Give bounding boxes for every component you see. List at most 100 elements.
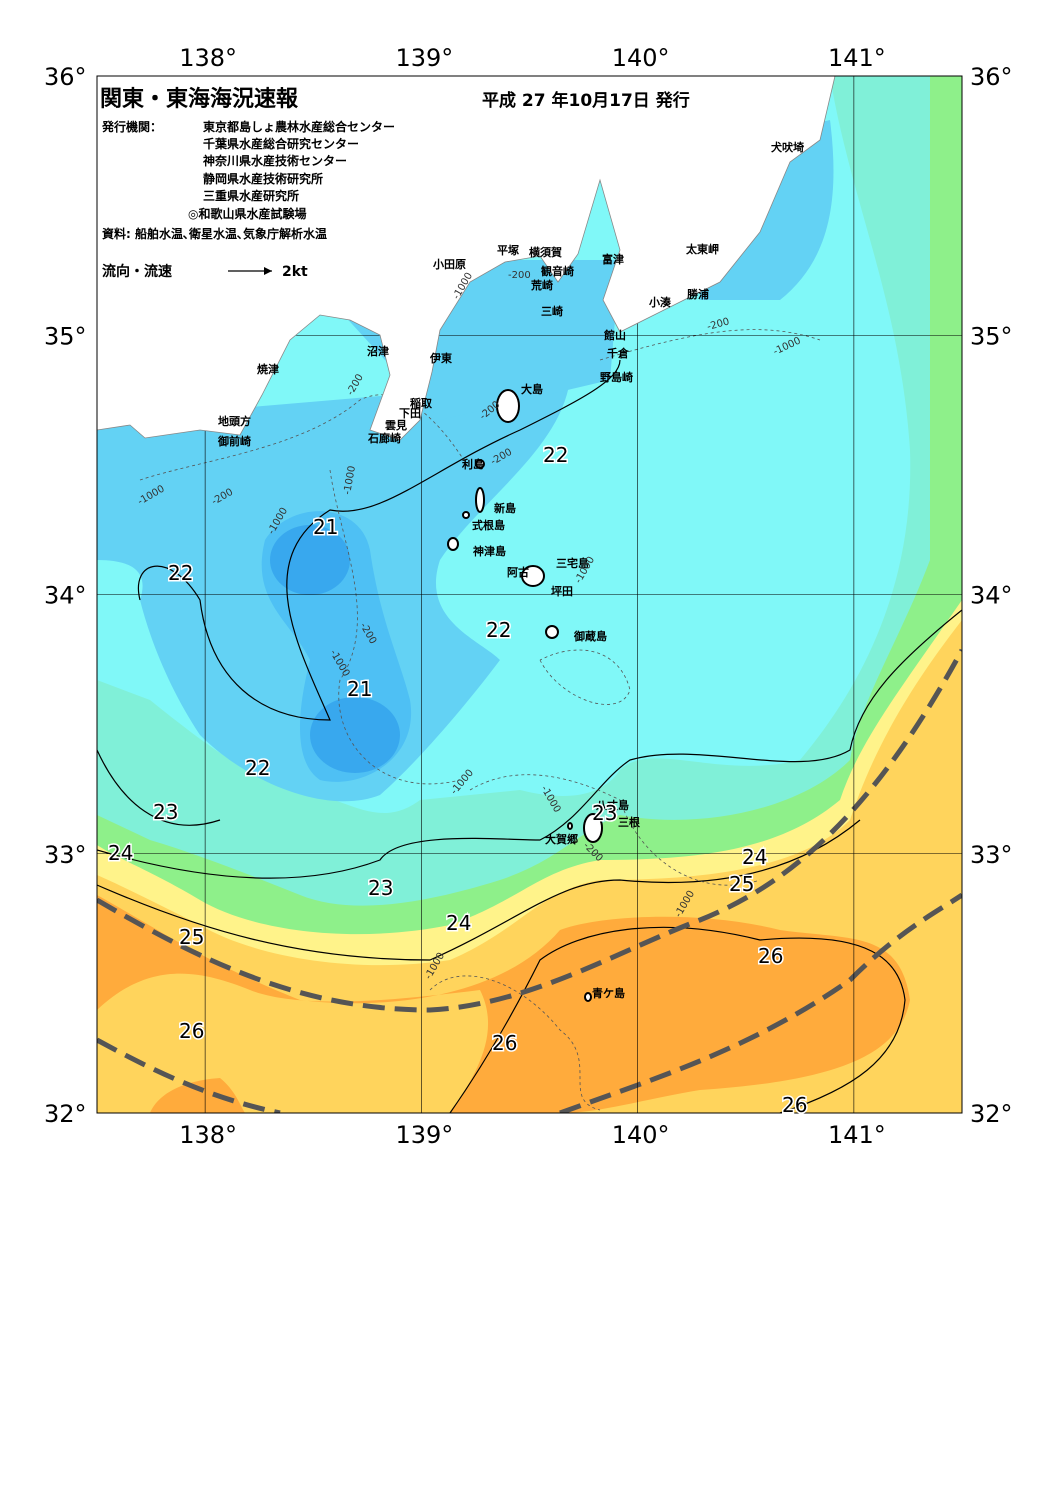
lat-label: 33° bbox=[44, 841, 87, 869]
place: 下田 bbox=[399, 407, 421, 420]
isotherm-label: 23 bbox=[592, 801, 617, 825]
axis-labels: 138° 138° 139° 139° 140° 140° 141° 141° 36° 36° 35… bbox=[44, 44, 1013, 1149]
publisher: 静岡県水産技術研究所 bbox=[203, 171, 323, 186]
lon-label: 141° bbox=[828, 44, 886, 72]
lat-label: 32° bbox=[970, 1100, 1013, 1128]
kuroshio-axis bbox=[97, 648, 962, 1113]
sea-below-21 bbox=[310, 697, 400, 773]
place: 青ケ島 bbox=[592, 986, 625, 1000]
place: 地頭方 bbox=[218, 414, 251, 428]
place: 御蔵島 bbox=[573, 629, 607, 643]
sources: 資料: 船舶水温､衛星水温､気象庁解析水温 bbox=[102, 226, 327, 241]
isotherm-label: 23 bbox=[153, 800, 178, 824]
map-frame bbox=[96, 75, 963, 1114]
lat-label: 34° bbox=[44, 582, 87, 610]
publisher: 東京都島しょ農林水産総合センター bbox=[203, 119, 395, 134]
lat-label: 36° bbox=[970, 63, 1013, 91]
issue-date: 平成 27 年10月17日 発行 bbox=[482, 90, 690, 111]
lon-label: 139° bbox=[395, 44, 453, 72]
place: 八丈島 bbox=[595, 798, 629, 812]
lat-label: 34° bbox=[970, 582, 1013, 610]
isotherm-label: 24 bbox=[742, 845, 767, 869]
place: 石廊崎 bbox=[367, 431, 401, 445]
place-labels: 犬吠埼 太東岬 勝浦 小湊 富津 横須賀 平塚 観音崎 荒崎 小田原 三崎 館山… bbox=[217, 140, 804, 1000]
place: 利島 bbox=[462, 457, 484, 471]
land bbox=[97, 76, 836, 441]
place: 焼津 bbox=[257, 362, 279, 376]
place: 御前崎 bbox=[217, 434, 251, 448]
place: 沼津 bbox=[367, 344, 389, 358]
place: 横須賀 bbox=[529, 245, 562, 259]
isotherms bbox=[97, 359, 962, 1113]
isotherm-label: 26 bbox=[782, 1093, 807, 1117]
place: 坪田 bbox=[551, 585, 573, 598]
place: 野島崎 bbox=[600, 370, 633, 384]
isotherm-label: 22 bbox=[486, 618, 511, 642]
lon-label: 139° bbox=[395, 1121, 453, 1149]
isotherm-label: 25 bbox=[729, 872, 754, 896]
place: 小田原 bbox=[432, 257, 466, 271]
publisher: 神奈川県水産技術センター bbox=[203, 153, 347, 168]
header: 関東・東海海況速報 平成 27 年10月17日 発行 発行機関： 東京都島しょ農… bbox=[100, 86, 690, 280]
isotherm-label: 26 bbox=[758, 944, 783, 968]
isotherm-label: 22 bbox=[168, 561, 193, 585]
place: 太東岬 bbox=[685, 242, 719, 256]
lat-label: 32° bbox=[44, 1100, 87, 1128]
publisher-label: 発行機関： bbox=[101, 119, 162, 134]
flow-scale: 2kt bbox=[282, 264, 308, 280]
publisher: 三重県水産研究所 bbox=[203, 188, 299, 203]
title: 関東・東海海況速報 bbox=[100, 86, 299, 112]
place: 荒崎 bbox=[530, 278, 553, 292]
place: 伊東 bbox=[429, 351, 453, 365]
lon-label: 141° bbox=[828, 1121, 886, 1149]
islands bbox=[447, 389, 603, 1002]
flow-label: 流向・流速 bbox=[102, 263, 172, 280]
publisher: ◎和歌山県水産試験場 bbox=[188, 206, 306, 221]
lat-label: 35° bbox=[44, 322, 87, 350]
place: 式根島 bbox=[472, 518, 505, 532]
place: 犬吠埼 bbox=[771, 140, 804, 154]
lon-label: 140° bbox=[612, 44, 670, 72]
map-body bbox=[97, 76, 962, 1113]
place: 稲取 bbox=[410, 396, 432, 410]
place: 小湊 bbox=[648, 295, 671, 309]
isotherm-labels: 22 21 22 22 21 22 23 23 24 24 25 23 24 2… bbox=[107, 442, 809, 1119]
place: 阿古 bbox=[507, 565, 529, 579]
lat-label: 33° bbox=[970, 841, 1013, 869]
flow-arrowhead bbox=[264, 267, 272, 275]
place: 三宅島 bbox=[556, 556, 589, 570]
place: 大島 bbox=[521, 382, 543, 396]
isotherm-label: 24 bbox=[108, 841, 133, 865]
lon-label: 140° bbox=[612, 1121, 670, 1149]
isobaths bbox=[139, 329, 821, 1111]
place: 三崎 bbox=[541, 304, 563, 318]
isotherm-label: 23 bbox=[368, 876, 393, 900]
place: 大賀郷 bbox=[545, 832, 578, 846]
place: 新島 bbox=[494, 501, 516, 515]
depth-label: -1000 bbox=[342, 465, 358, 496]
lat-label: 35° bbox=[970, 322, 1013, 350]
isotherm-label: 24 bbox=[446, 911, 471, 935]
place: 観音崎 bbox=[541, 264, 574, 278]
depth-label: -200 bbox=[508, 270, 531, 281]
place: 神津島 bbox=[473, 544, 506, 558]
publisher: 千葉県水産総合研究センター bbox=[203, 136, 359, 151]
place: 平塚 bbox=[497, 243, 519, 257]
place: 雲見 bbox=[385, 419, 407, 432]
lon-label: 138° bbox=[179, 1121, 237, 1149]
isotherm-label: 25 bbox=[179, 925, 204, 949]
lat-label: 36° bbox=[44, 63, 87, 91]
isotherm-label: 21 bbox=[313, 515, 338, 539]
sea-26 bbox=[97, 895, 910, 1113]
isotherm-label: 26 bbox=[179, 1019, 204, 1043]
sea-26 bbox=[150, 1078, 245, 1113]
isotherm-label: 21 bbox=[347, 677, 372, 701]
sea-below-21 bbox=[270, 525, 350, 595]
isotherm-label: 22 bbox=[245, 756, 270, 780]
place: 富津 bbox=[602, 252, 624, 266]
place: 勝浦 bbox=[687, 287, 709, 301]
isotherm-label: 22 bbox=[543, 443, 568, 467]
isotherm-label: 26 bbox=[492, 1031, 517, 1055]
place: 千倉 bbox=[607, 346, 630, 360]
